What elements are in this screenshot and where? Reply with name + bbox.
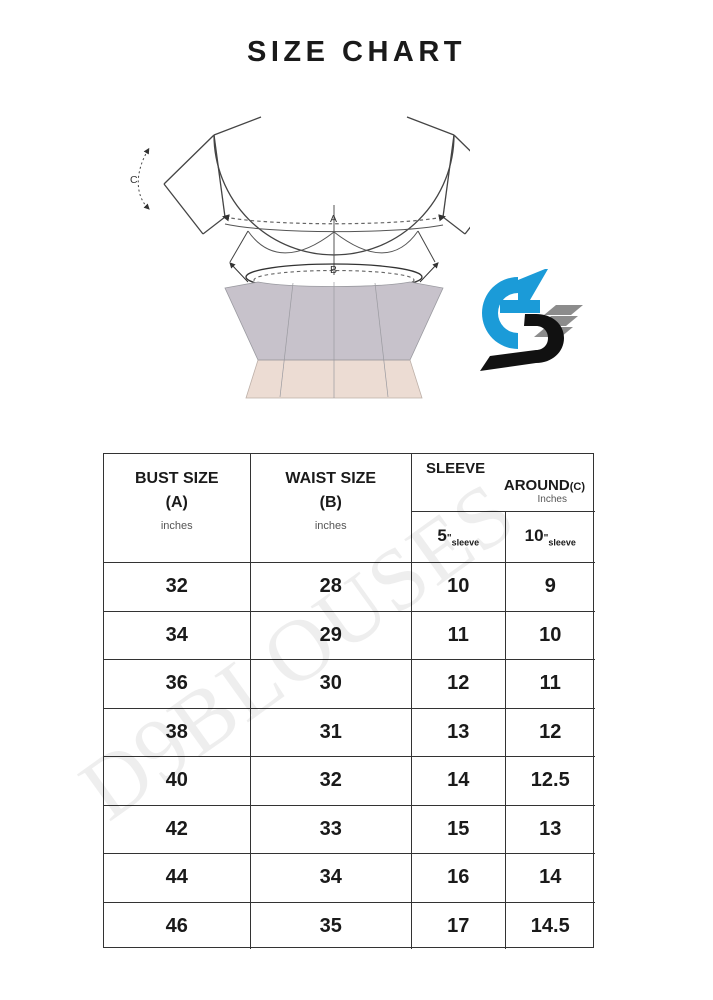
svg-text:A: A	[330, 213, 337, 225]
svg-text:B: B	[330, 264, 337, 276]
svg-text:C: C	[130, 174, 138, 186]
